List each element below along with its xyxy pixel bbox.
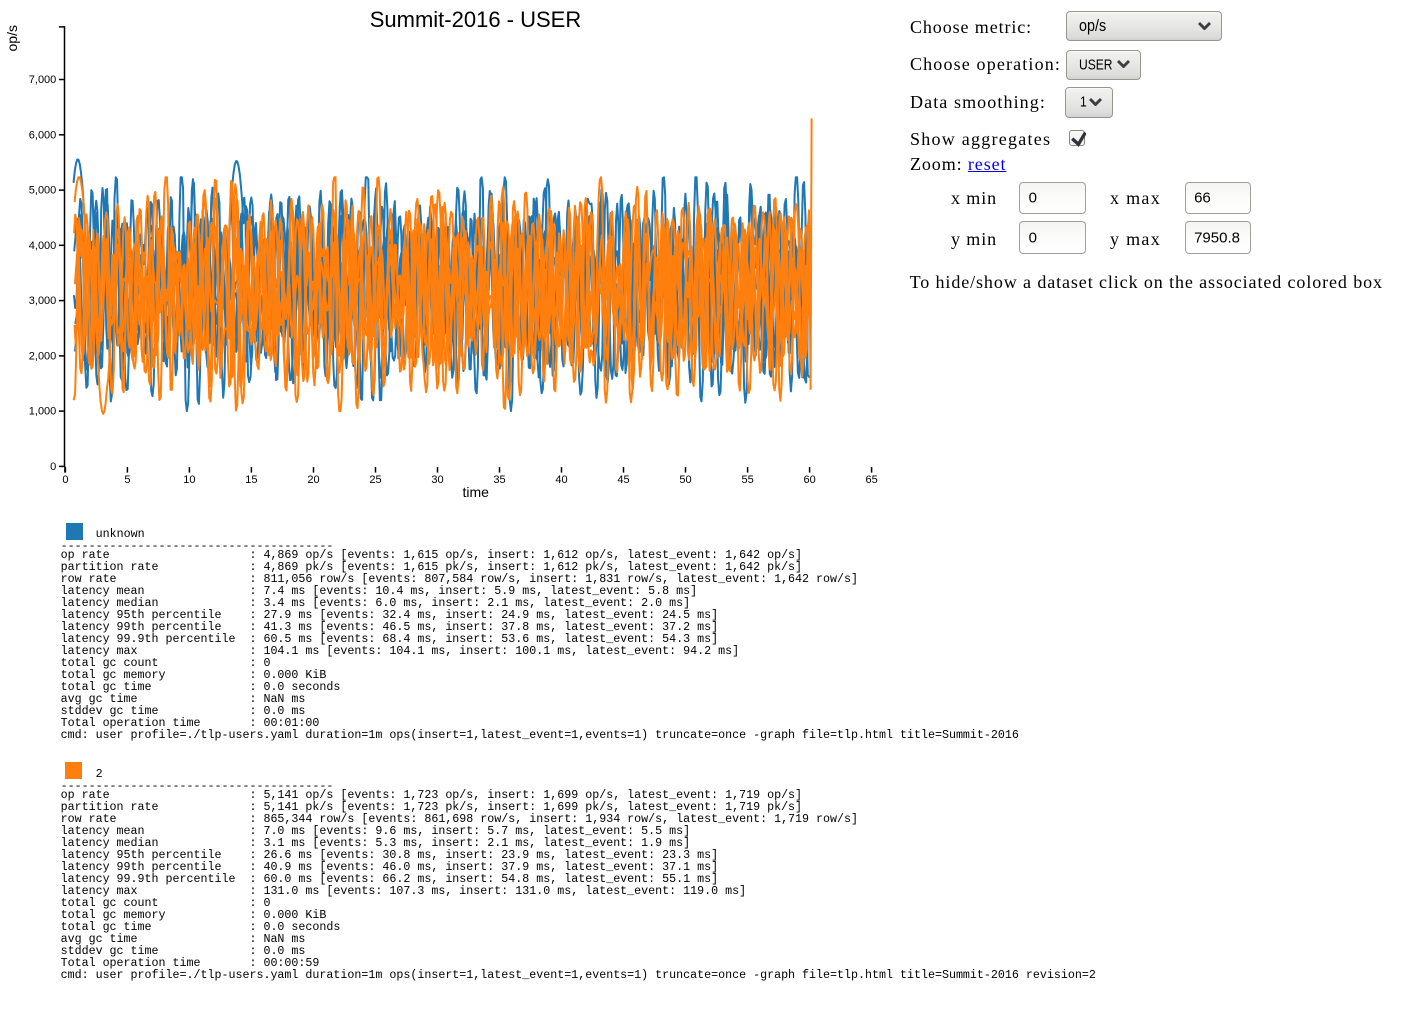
svg-text:10: 10 — [183, 474, 195, 486]
svg-text:0: 0 — [62, 474, 68, 486]
svg-text:50: 50 — [679, 474, 691, 486]
svg-text:3,000: 3,000 — [29, 295, 57, 307]
svg-text:Summit-2016 - USER: Summit-2016 - USER — [370, 7, 582, 32]
svg-text:35: 35 — [493, 474, 505, 486]
svg-text:30: 30 — [431, 474, 443, 486]
svg-text:4,000: 4,000 — [29, 240, 57, 252]
svg-text:20: 20 — [307, 474, 319, 486]
svg-text:60: 60 — [803, 474, 815, 486]
svg-text:45: 45 — [617, 474, 629, 486]
svg-text:op/s: op/s — [4, 25, 20, 51]
svg-text:0: 0 — [50, 461, 56, 473]
svg-text:6,000: 6,000 — [29, 129, 57, 141]
svg-text:40: 40 — [555, 474, 567, 486]
svg-text:2,000: 2,000 — [29, 350, 57, 362]
svg-text:15: 15 — [245, 474, 257, 486]
svg-text:5,000: 5,000 — [29, 185, 57, 197]
svg-text:5: 5 — [124, 474, 130, 486]
svg-text:time: time — [462, 484, 489, 500]
svg-text:7,000: 7,000 — [29, 74, 57, 86]
svg-text:65: 65 — [865, 474, 877, 486]
svg-text:55: 55 — [741, 474, 753, 486]
svg-text:1,000: 1,000 — [29, 406, 57, 418]
svg-text:25: 25 — [369, 474, 381, 486]
